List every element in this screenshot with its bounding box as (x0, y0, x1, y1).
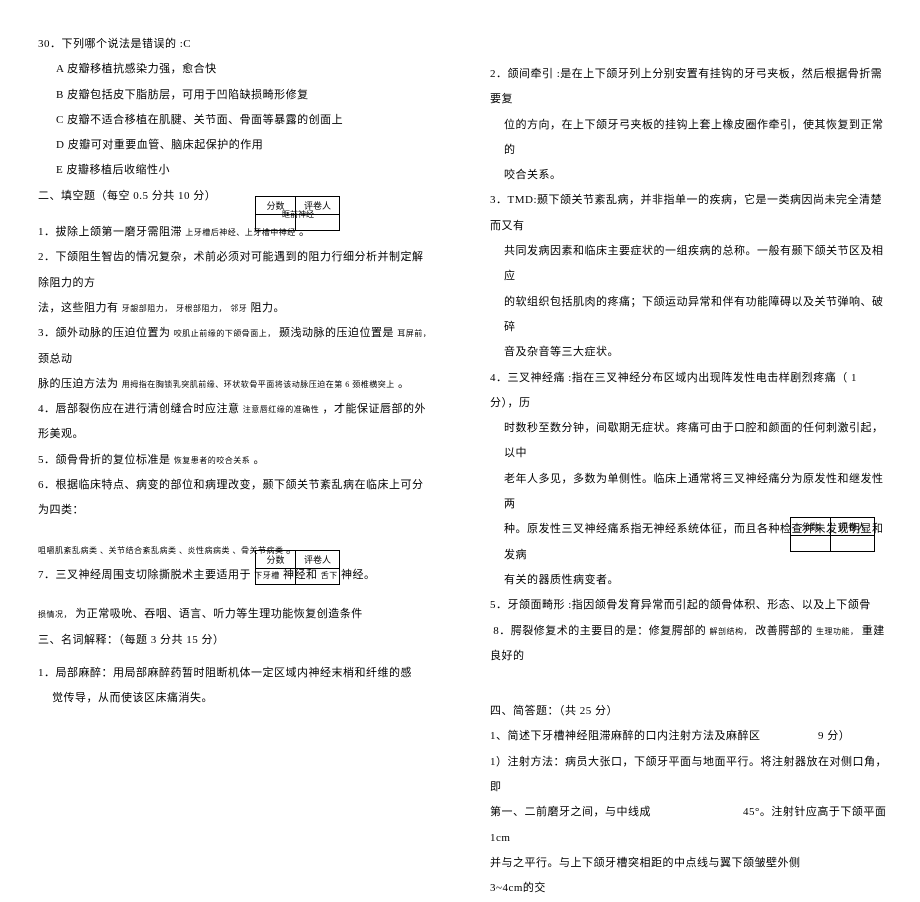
f2b: 法，这些阻力有 (38, 302, 119, 314)
f3s2: 耳屏前， (397, 329, 431, 338)
q30-opt-b: B 皮瓣包括皮下脂肪层，可用于凹陷缺损畸形修复 (38, 83, 432, 108)
score3-c1 (790, 536, 830, 552)
f8a: 损情况， (38, 610, 72, 619)
score3-h1: 分数 (790, 518, 830, 536)
n8b: 改善腭部的 (755, 625, 813, 637)
score3-c2 (830, 536, 874, 552)
f3s3: 用拇指在胸锁乳突肌前缘、环状软骨平面将该动脉压迫在第 6 颈椎横突上 (122, 380, 395, 389)
n3a: 3．TMD:颞下颌关节紊乱病，并非指单一的疾病，它是一类病因尚未完全清楚而又有 (490, 188, 888, 239)
f3d: 脉的压迫方法为 (38, 378, 119, 390)
f7a: 7．三叉神经周围支切除撕脱术主要适用于 (38, 569, 251, 581)
score2-h2: 评卷人 (296, 551, 340, 569)
right-page: 2．颌间牵引 :是在上下颌牙列上分别安置有挂钩的牙弓夹板，然后根据骨折需要复 位… (460, 0, 920, 681)
f8b: 为正常吸吮、吞咽、语言、听力等生理功能恢复创造条件 (75, 608, 363, 620)
score-c2 (296, 215, 340, 231)
f4s: 注意唇红缘的准确性 (243, 405, 320, 414)
n8a: 8．腭裂修复术的主要目的是：修复腭部的 (490, 625, 706, 637)
score2-c2 (296, 569, 340, 585)
section-2-title: 二、填空题（每空 0.5 分共 10 分） (38, 184, 432, 209)
score2-c1 (256, 569, 296, 585)
f3c: 颈总动 (38, 353, 73, 365)
n2a: 2．颌间牵引 :是在上下颌牙列上分别安置有挂钩的牙弓夹板，然后根据骨折需要复 (490, 62, 888, 113)
n3d: 音及杂音等三大症状。 (490, 340, 888, 365)
left-page: 30．下列哪个说法是错误的 :C A 皮瓣移植抗感染力强，愈合快 B 皮瓣包括皮… (0, 0, 460, 681)
n5a: 5．牙颌面畸形 :指因颌骨发育异常而引起的颌骨体积、形态、以及上下颌骨 (490, 593, 888, 618)
f2c: 阻力。 (251, 302, 286, 314)
score-box-3: 分数 评卷人 (790, 517, 875, 552)
section-4-title: 四、简答题：（共 25 分） (490, 699, 888, 724)
n4e: 有关的器质性病变者。 (490, 568, 888, 593)
f5-line: 5．颌骨骨折的复位标准是 恢复患者的咬合关系 。 (38, 448, 432, 473)
f1a: 1．拔除上颌第一磨牙需阻滞 (38, 226, 182, 238)
n3c: 的软组织包括肌肉的疼痛；下颌运动异常和伴有功能障碍以及关节弹响、破碎 (490, 290, 888, 341)
n4b: 时数秒至数分钟，间歇期无症状。疼痛可由于口腔和颜面的任何刺激引起，以中 (490, 416, 888, 467)
f6s-line: 咀嚼肌紊乱病类 、关节结合紊乱病类 、炎性病病类 、骨关节病类 。 (38, 538, 432, 563)
score-c1 (256, 215, 296, 231)
f1: 1．拔除上颌第一磨牙需阻滞 上牙槽后神经、上牙槽中神经 。 (38, 220, 432, 245)
f3s1: 咬肌止前缘的下颌骨面上， (174, 329, 276, 338)
f2s1: 牙龈部阻力， (122, 304, 173, 313)
score-box-1: 分数 评卷人 (255, 196, 340, 231)
f3a: 3．颌外动脉的压迫位置为 (38, 327, 171, 339)
f3-line1: 3．颌外动脉的压迫位置为 咬肌止前缘的下颌骨面上， 颞浅动脉的压迫位置是 耳屏前… (38, 321, 432, 372)
q30-opt-d: D 皮瓣可对重要血管、脑床起保护的作用 (38, 133, 432, 158)
n8-line: 8．腭裂修复术的主要目的是：修复腭部的 解剖结构， 改善腭部的 生理功能， 重建… (490, 619, 888, 670)
f4: 4．唇部裂伤应在进行清创缝合时应注意 (38, 403, 240, 415)
s1c: 第一、二前磨牙之间，与中线成 45°。注射针应高于下颌平面 1cm (490, 800, 888, 851)
f5a: 5．颌骨骨折的复位标准是 (38, 454, 171, 466)
f3-line2: 脉的压迫方法为 用拇指在胸锁乳突肌前缘、环状软骨平面将该动脉压迫在第 6 颈椎横… (38, 372, 432, 397)
n1b: 觉传导，从而使该区床痛消失。 (38, 686, 432, 711)
f3e: 。 (398, 378, 410, 390)
s1b: 1）注射方法：病员大张口，下颌牙平面与地面平行。将注射器放在对侧口角，即 (490, 750, 888, 801)
f5s: 恢复患者的咬合关系 (174, 456, 251, 465)
section-3-title: 三、名词解释：（每题 3 分共 15 分） (38, 628, 432, 653)
n2c: 咬合关系。 (490, 163, 888, 188)
n1a: 1．局部麻醉：用局部麻醉药暂时阻断机体一定区域内神经末梢和纤维的感 (38, 661, 432, 686)
n2b: 位的方向，在上下颌牙弓夹板的挂钩上套上橡皮圈作牵引，使其恢复到正常的 (490, 113, 888, 164)
n8s1: 解剖结构， (710, 627, 753, 636)
s1a: 1、简述下牙槽神经阻滞麻醉的口内注射方法及麻醉区 9 分） (490, 724, 888, 749)
f3b: 颞浅动脉的压迫位置是 (279, 327, 394, 339)
q30-opt-e: E 皮瓣移植后收缩性小 (38, 158, 432, 183)
n4a: 4．三叉神经痛 :指在三叉神经分布区域内出现阵发性电击样剧烈疼痛（ 1 分），历 (490, 366, 888, 417)
q30-stem: 30．下列哪个说法是错误的 :C (38, 32, 432, 57)
f4-line: 4．唇部裂伤应在进行清创缝合时应注意 注意唇红缘的准确性 ，才能保证唇部的外形美… (38, 397, 432, 448)
f8-line: 损情况， 为正常吸吮、吞咽、语言、听力等生理功能恢复创造条件 (38, 602, 432, 627)
f2-line2: 法，这些阻力有 牙龈部阻力， 牙根部阻力， 邻牙 阻力。 (38, 296, 432, 321)
f6: 6．根据临床特点、病变的部位和病理改变，颞下颌关节紊乱病在临床上可分为四类： (38, 473, 432, 524)
f7-line: 7．三叉神经周围支切除撕脱术主要适用于 下牙槽 神经和 舌下 神经。 (38, 563, 432, 588)
f6s: 咀嚼肌紊乱病类 、关节结合紊乱病类 、炎性病病类 、骨关节病类 (38, 546, 284, 555)
score-h1: 分数 (256, 197, 296, 215)
f2a: 2．下颌阻生智齿的情况复杂，术前必须对可能遇到的阻力行细分析并制定解除阻力的方 (38, 245, 432, 296)
score2-h1: 分数 (256, 551, 296, 569)
score-box-2: 分数 评卷人 (255, 550, 340, 585)
f7c: 神经。 (341, 569, 376, 581)
score3-h2: 评卷人 (830, 518, 874, 536)
f5b: 。 (254, 454, 266, 466)
s1d: 并与之平行。与上下颌牙槽突相距的中点线与翼下颌皱壁外侧 3~4cm的交 (490, 851, 888, 902)
f2s2: 牙根部阻力， (176, 304, 227, 313)
score-h2: 评卷人 (296, 197, 340, 215)
n8s2: 生理功能， (816, 627, 859, 636)
n4c: 老年人多见，多数为单侧性。临床上通常将三叉神经痛分为原发性和继发性两 (490, 467, 888, 518)
q30-opt-a: A 皮瓣移植抗感染力强，愈合快 (38, 57, 432, 82)
f2s3: 邻牙 (230, 304, 247, 313)
n3b: 共同发病因素和临床主要症状的一组疾病的总称。一般有颞下颌关节区及相应 (490, 239, 888, 290)
q30-opt-c: C 皮瓣不适合移植在肌腱、关节面、骨面等暴露的创面上 (38, 108, 432, 133)
